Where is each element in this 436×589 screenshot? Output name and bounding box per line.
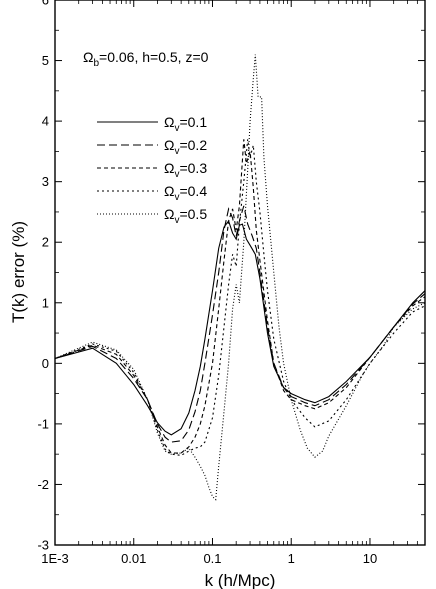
legend: Ωv=0.1 Ωv=0.2 Ωv=0.3 Ωv=0.4 Ωv=0.5	[97, 114, 207, 226]
annotation-text: =0.06, h=0.5, z=0	[99, 49, 209, 65]
svg-text:Ωb=0.06, h=0.5, z=0: Ωb=0.06, h=0.5, z=0	[83, 49, 209, 69]
y-tick-label: -2	[37, 477, 49, 492]
series-line-3	[54, 139, 426, 454]
legend-label: Ωv=0.5	[164, 206, 207, 226]
legend-item-1: Ωv=0.1	[97, 114, 207, 134]
y-tick-label: 3	[42, 174, 49, 189]
parameter-annotation: Ωb=0.06, h=0.5, z=0	[83, 49, 209, 69]
legend-item-4: Ωv=0.4	[97, 183, 207, 203]
legend-item-5: Ωv=0.5	[97, 206, 207, 226]
annotation-omega: Ω	[83, 49, 93, 65]
series-line-2	[54, 205, 426, 443]
series-line-4	[54, 139, 426, 456]
legend-label: Ωv=0.1	[164, 114, 207, 134]
legend-label: Ωv=0.3	[164, 160, 207, 180]
y-tick-label: -3	[37, 538, 49, 553]
x-axis-label: k (h/Mpc)	[205, 571, 276, 589]
x-tick-label: 0.1	[203, 551, 221, 566]
legend-item-2: Ωv=0.2	[97, 137, 207, 157]
annotation-subscript-b: b	[93, 58, 99, 69]
plot-frame	[54, 0, 426, 546]
legend-item-3: Ωv=0.3	[97, 160, 207, 180]
legend-label: Ωv=0.4	[164, 183, 207, 203]
y-tick-label: -1	[37, 416, 49, 431]
series-line-5	[54, 54, 426, 501]
y-tick-label: 1	[42, 295, 49, 310]
y-tick-label: 2	[42, 235, 49, 250]
series-layer	[54, 54, 426, 501]
series-line-1	[54, 219, 426, 436]
y-tick-label: 4	[42, 114, 49, 129]
y-tick-label: 0	[42, 356, 49, 371]
x-tick-label: 0.01	[121, 551, 146, 566]
legend-label: Ωv=0.2	[164, 137, 207, 157]
x-tick-label: 1	[288, 551, 295, 566]
y-tick-label: 5	[42, 53, 49, 68]
x-tick-label: 1E-3	[41, 551, 68, 566]
tick-layer: 1E-3 0.01 0.1 1 10 -3 -2 -1 0 1 2 3 4 5 6	[37, 0, 425, 566]
x-tick-label: 10	[363, 551, 377, 566]
y-axis-label: T(k) error (%)	[9, 221, 28, 323]
y-tick-label: 6	[42, 0, 49, 8]
